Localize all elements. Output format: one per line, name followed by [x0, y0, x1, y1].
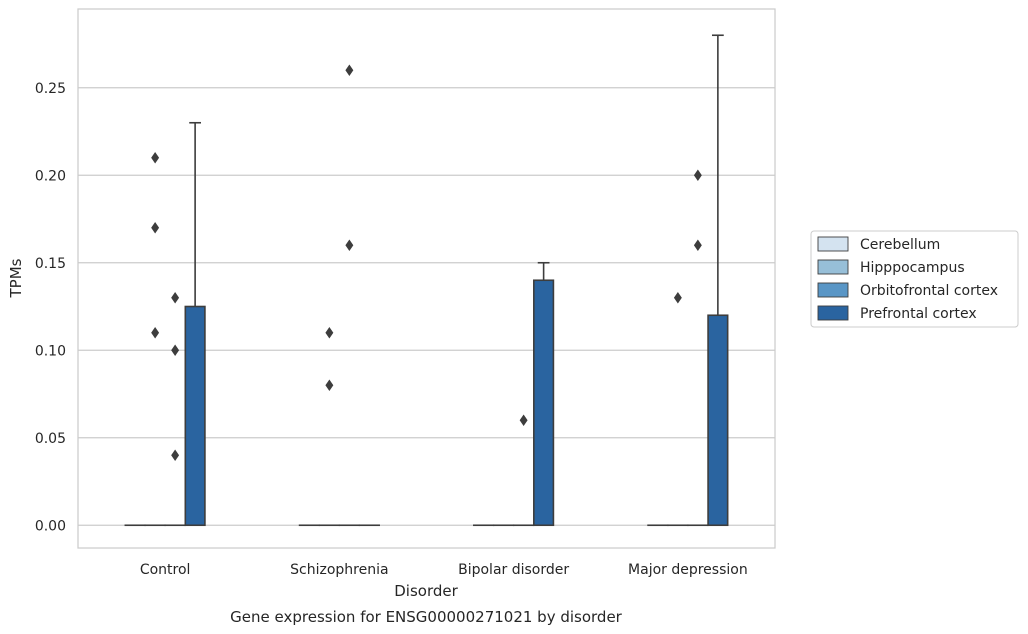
x-tick-label: Control: [140, 562, 191, 578]
legend-swatch: [817, 259, 849, 275]
chart-caption: Gene expression for ENSG00000271021 by d…: [230, 608, 623, 626]
legend-swatch: [817, 305, 849, 321]
legend-frame: [810, 230, 1019, 328]
x-tick-label: Bipolar disorder: [458, 562, 569, 578]
outlier-point: [345, 239, 354, 251]
legend: Cerebellum Hipppocampus Orbitofrontal cort…: [810, 230, 1019, 328]
y-tick-label: 0.10: [35, 343, 66, 359]
y-axis-label: TPMs: [7, 258, 25, 298]
legend-label: Orbitofrontal cortex: [860, 283, 998, 299]
box: [184, 305, 206, 527]
outlier-point: [345, 64, 354, 76]
outlier-point: [673, 292, 682, 304]
box: [707, 314, 729, 527]
y-tick-label: 0.25: [35, 81, 66, 97]
outlier-point: [171, 449, 180, 461]
y-tick-label: 0.20: [35, 168, 66, 184]
outlier-point: [151, 222, 160, 234]
outlier-point: [325, 327, 334, 339]
box: [533, 279, 555, 527]
outlier-point: [693, 169, 702, 181]
legend-label: Prefrontal cortex: [860, 306, 977, 322]
outlier-point: [325, 379, 334, 391]
x-axis-ticks: Control Schizophrenia Bipolar disorder Majo…: [140, 562, 748, 578]
legend-label: Hipppocampus: [860, 260, 965, 276]
outlier-point: [693, 239, 702, 251]
y-tick-label: 0.05: [35, 431, 66, 447]
outlier-point: [171, 344, 180, 356]
outlier-point: [151, 327, 160, 339]
plot-area-frame: [77, 8, 776, 549]
legend-items: Cerebellum Hipppocampus Orbitofrontal cort…: [817, 236, 998, 322]
y-tick-label: 0.15: [35, 256, 66, 272]
outlier-point: [151, 152, 160, 164]
legend-swatch: [817, 282, 849, 298]
y-axis-ticks: 0.00 0.05 0.10 0.15 0.20 0.25: [35, 81, 66, 535]
y-tick-label: 0.00: [35, 518, 66, 534]
legend-label: Cerebellum: [860, 237, 940, 253]
x-axis-label: Disorder: [394, 582, 458, 600]
x-tick-label: Major depression: [628, 562, 748, 578]
grid-lines: [78, 87, 775, 526]
x-tick-label: Schizophrenia: [290, 562, 388, 578]
outlier-point: [171, 292, 180, 304]
outlier-point: [519, 414, 528, 426]
legend-swatch: [817, 236, 849, 252]
boxes: [124, 34, 729, 527]
